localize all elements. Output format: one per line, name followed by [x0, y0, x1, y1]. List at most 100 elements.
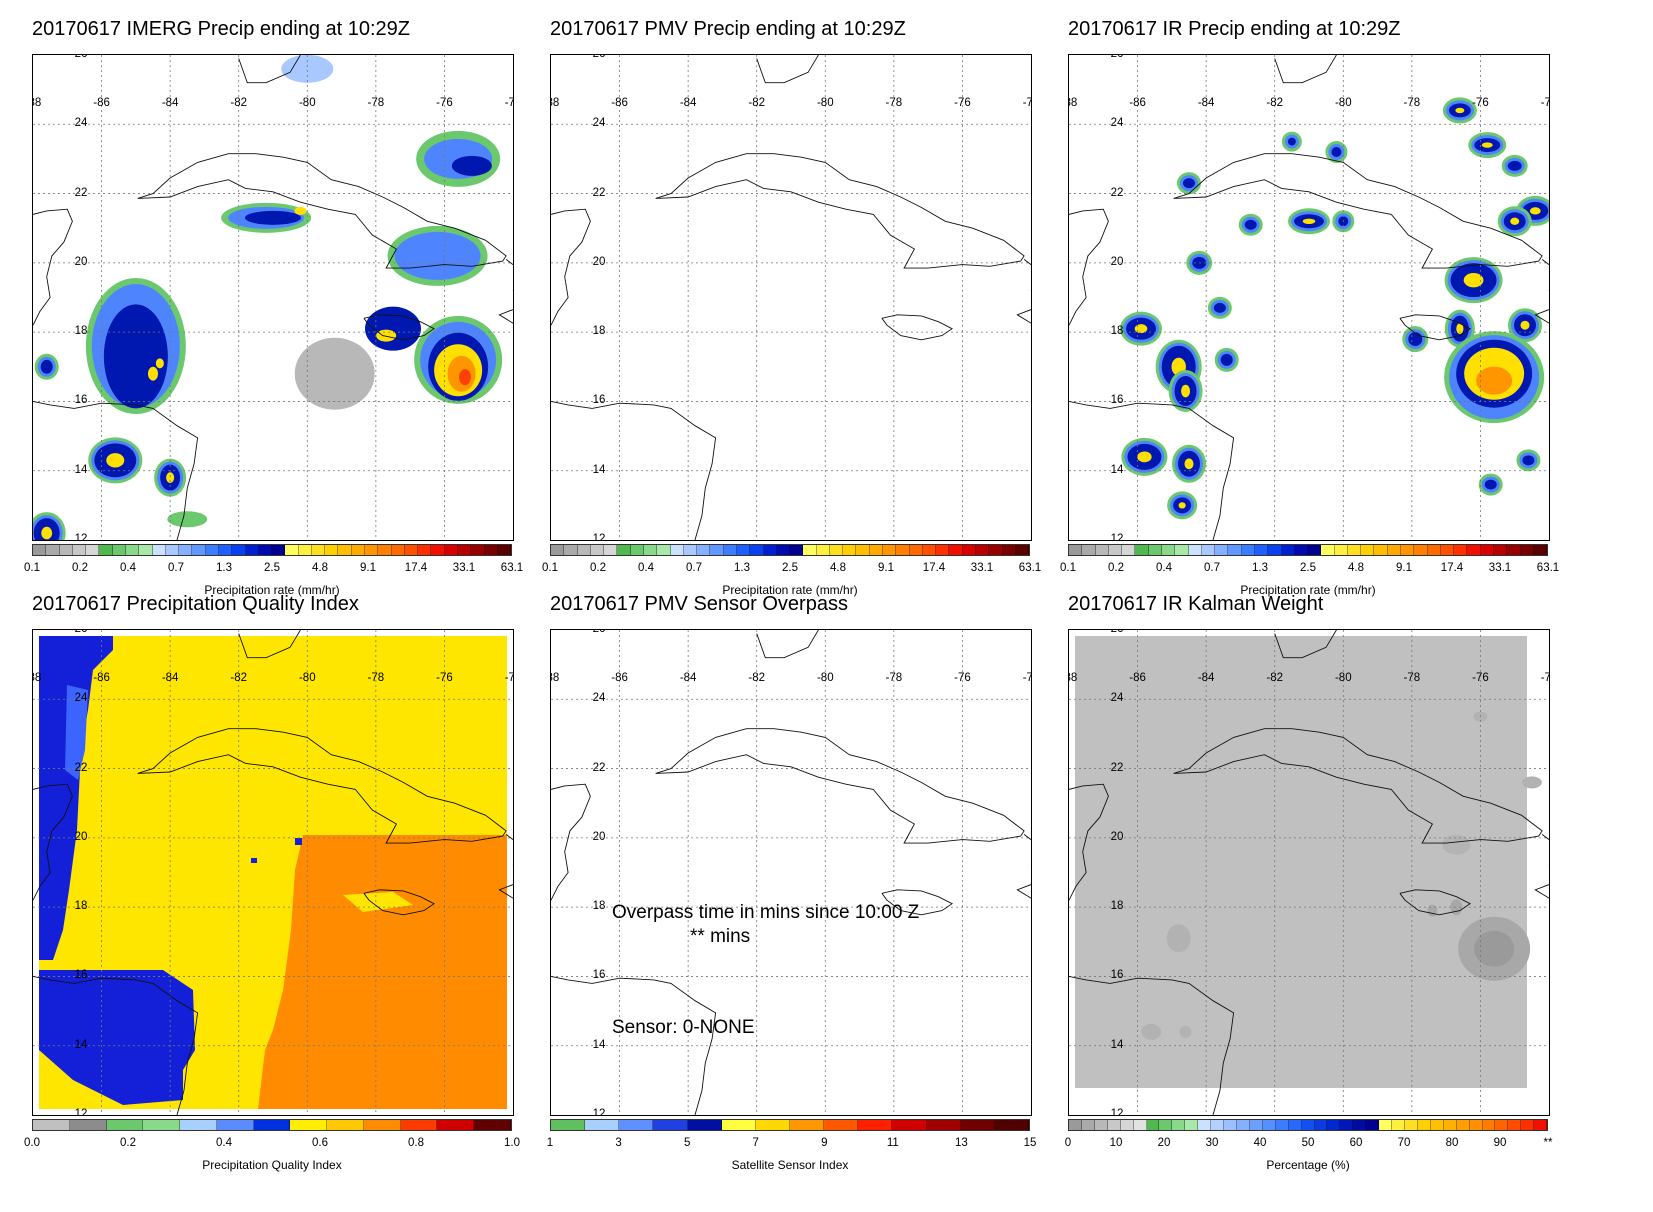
- latitude-label: 14: [592, 1038, 606, 1051]
- coastline: [881, 889, 953, 916]
- colorbar-swatch: [1440, 545, 1455, 555]
- colorbar-swatch: [471, 545, 485, 555]
- longitude-label: -78: [367, 97, 385, 109]
- map-canvas: [33, 55, 513, 540]
- precip-blob: [1181, 384, 1191, 398]
- coastlines: [551, 55, 1031, 540]
- longitude-label: -84: [679, 97, 697, 109]
- colorbar-swatch: [687, 1120, 722, 1130]
- coastline: [1016, 884, 1031, 899]
- precip-blob: [1287, 137, 1296, 146]
- precip-blob: [1529, 207, 1541, 215]
- latitude-label: 24: [74, 117, 88, 130]
- coastline: [1534, 309, 1549, 324]
- colorbar-tick-label: 5: [683, 1137, 691, 1149]
- longitude-label: -82: [1266, 672, 1284, 684]
- colorbar-swatch: [285, 545, 299, 555]
- colorbar-swatch: [1069, 1120, 1082, 1130]
- colorbar-swatch: [1508, 1120, 1522, 1130]
- colorbar-tick-label: 15: [1023, 1137, 1037, 1149]
- coastline: [33, 208, 73, 326]
- panel-title: 20170617 IR Kalman Weight: [1068, 593, 1324, 615]
- colorbar-swatch: [755, 1120, 790, 1130]
- panel-title: 20170617 PMV Sensor Overpass: [550, 593, 848, 615]
- coastline: [756, 630, 819, 659]
- colorbar-swatch: [643, 545, 658, 555]
- kalman-weight-area: [1141, 1023, 1162, 1040]
- colorbar-tick-label: 60: [1349, 1137, 1363, 1149]
- colorbar-tick-label: 3: [615, 1137, 622, 1149]
- colorbar-title: Precipitation rate (mm/hr): [722, 583, 858, 597]
- precip-blob: [166, 472, 175, 484]
- coastline: [551, 975, 717, 1115]
- colorbar-swatch: [180, 1120, 217, 1130]
- colorbar-tick-label: 33.1: [1488, 562, 1512, 574]
- precip-blob: [41, 526, 53, 540]
- colorbar-swatch: [351, 545, 366, 555]
- colorbar-swatch: [258, 545, 273, 555]
- precip-blob: [40, 359, 53, 374]
- colorbar-swatch: [290, 1120, 328, 1130]
- precip-blob: [1244, 219, 1257, 230]
- colorbar-tick-label: 0.4: [1156, 562, 1172, 574]
- colorbar-swatch: [216, 1120, 254, 1130]
- colorbar-swatch: [1392, 1120, 1405, 1130]
- colorbar-tick-label: 0.8: [408, 1137, 424, 1149]
- colorbar-swatch: [1494, 545, 1508, 555]
- precip-blob: [1484, 479, 1497, 490]
- latitude-label: 16: [1110, 394, 1124, 407]
- longitude-label: -74: [1540, 97, 1549, 109]
- colorbar-swatch: [630, 545, 644, 555]
- latitude-label: 14: [1110, 463, 1124, 476]
- latitude-label: 22: [592, 761, 606, 774]
- precip-blob: [1178, 502, 1186, 509]
- colorbar-swatch: [363, 1120, 401, 1130]
- colorbar-swatch: [1347, 545, 1362, 555]
- panel-kalman-weight: 20170617 IR Kalman Weight -88-86-84-82-8…: [1065, 593, 1588, 1173]
- colorbar-swatch: [1340, 1120, 1354, 1130]
- latitude-label: 12: [592, 533, 606, 541]
- colorbar-tick-label: 0.4: [638, 562, 654, 574]
- colorbar-tick-label: 1.3: [1252, 562, 1268, 574]
- colorbar-tick-label: 0.7: [168, 562, 184, 574]
- sensor-text: Sensor: 0-NONE: [612, 1017, 755, 1038]
- longitude-label: -80: [1334, 672, 1352, 684]
- latitude-label: 14: [74, 1038, 88, 1051]
- colorbar-tick-label: 4.8: [1348, 562, 1364, 574]
- colorbar-swatch: [444, 545, 458, 555]
- map-plot: -88 -86 -84 -82 -80 -78 -76 -74 26 24 22 20 18 16 14 12: [550, 54, 1032, 541]
- colorbar-tick-label: 9.1: [1396, 562, 1412, 574]
- kalman-gray-area: [1075, 636, 1527, 1088]
- colorbar-swatch: [653, 1120, 688, 1130]
- coastline: [137, 153, 507, 269]
- colorbar-swatch: [86, 545, 100, 555]
- precip-blob: [1213, 302, 1226, 313]
- colorbar-swatch: [790, 545, 804, 555]
- colorbar-swatch: [1427, 545, 1441, 555]
- colorbar-swatch: [404, 545, 419, 555]
- colorbar-tick-label: 0.1: [542, 562, 558, 574]
- map-plot: -88 -86 -84 -82 -80 -78 -76 -74 26 24 22 20 18 16 14 12: [1068, 54, 1550, 541]
- latitude-label: 20: [1110, 830, 1124, 843]
- latitude-label: 16: [74, 394, 88, 407]
- colorbar-swatch: [1262, 1120, 1276, 1130]
- colorbar-swatch: [1002, 545, 1016, 555]
- latitude-label: 24: [74, 692, 88, 705]
- coastlines: [33, 55, 513, 540]
- panel-title: 20170617 IR Precip ending at 10:29Z: [1068, 18, 1401, 40]
- latitude-label: 16: [592, 969, 606, 982]
- graticule: [33, 630, 513, 1115]
- colorbar-tick-label: 17.4: [1440, 562, 1464, 574]
- longitude-label: -82: [748, 97, 766, 109]
- precip-blob: [1463, 272, 1484, 288]
- colorbar-swatch: [892, 1120, 927, 1130]
- colorbar-swatch: [721, 1120, 756, 1130]
- precip-blob: [1510, 217, 1520, 225]
- longitude-label: -76: [436, 672, 453, 684]
- colorbar-tick-label: 70: [1397, 1137, 1411, 1149]
- colorbar-swatch: [338, 545, 352, 555]
- overpass-mins-text: ** mins: [690, 926, 751, 947]
- colorbar-tick-label: 2.5: [1300, 562, 1316, 574]
- colorbar-tick-label: 90: [1493, 1137, 1507, 1149]
- longitude-label: -86: [1129, 672, 1146, 684]
